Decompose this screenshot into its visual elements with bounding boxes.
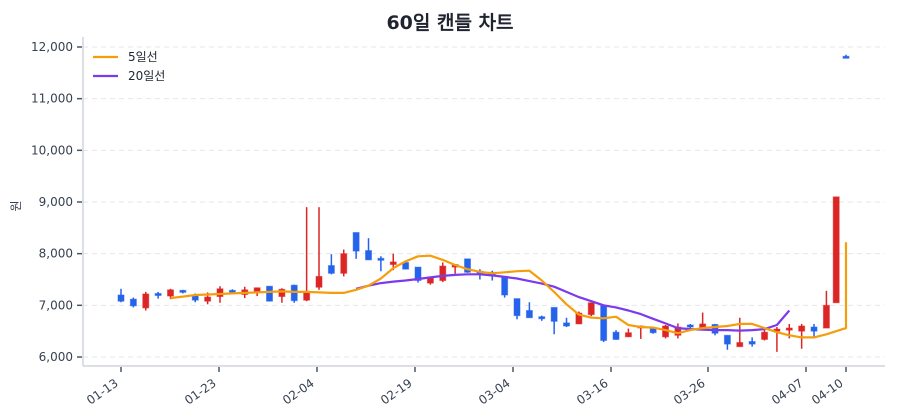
moving-average-lines [170,242,848,339]
legend: 5일선 20일선 [93,50,165,83]
candle-up [439,265,447,282]
candle-down [711,323,719,334]
candle-down [513,298,521,317]
candle-down [723,334,731,345]
candles [117,54,850,352]
y-tick-label: 6,000 [39,350,73,364]
candle-up [340,253,348,274]
y-axis-label: 원 [9,200,23,211]
candle-down [414,266,422,282]
candle-up [798,325,806,332]
candle-down [228,289,236,293]
legend-label: 20일선 [128,69,165,83]
candle-up [785,327,793,331]
candle-up [253,287,261,292]
candle-down [649,328,657,334]
candle-up [587,302,595,316]
candle-down [842,55,850,59]
candle-up [832,196,840,304]
candle-down [117,294,125,302]
candle-down [600,305,608,341]
candle-up [389,261,397,266]
candle-down [501,275,509,296]
y-tick-label: 12,000 [31,40,73,54]
x-tick-label: 03-04 [476,376,513,407]
grid-lines [83,46,885,358]
candle-up [216,288,224,298]
x-tick-label: 04-07 [769,376,806,407]
y-tick-label: 10,000 [31,143,73,157]
candle-down [154,292,162,297]
x-tick-label: 03-16 [574,376,611,407]
y-tick-label: 11,000 [31,92,73,106]
candle-up [278,288,286,298]
candle-down [365,250,373,261]
y-tick-label: 8,000 [39,247,73,261]
legend-label: 5일선 [128,50,158,64]
y-tick-label: 7,000 [39,298,73,312]
x-tick-label: 01-23 [182,376,219,407]
candle-up [142,293,150,309]
axes: 6,000 7,000 8,000 9,000 10,000 11,000 12,000 01… [31,37,885,407]
ma20-line [355,273,791,332]
candle-down [810,326,818,332]
x-tick-label: 02-19 [378,376,415,407]
candle-down [538,316,546,320]
y-axis-title: 원 [9,200,23,211]
ma5-line [170,242,848,339]
candle-up [761,331,769,340]
x-tick-label: 01-13 [84,376,121,407]
candle-down [377,257,385,261]
candle-down [179,289,187,293]
candle-up [736,342,744,348]
y-tick-label: 9,000 [39,195,73,209]
candle-down [563,322,571,327]
candle-up [624,332,632,338]
chart-title: 60일 캔들 차트 [386,12,514,34]
candle-down [550,306,558,322]
candle-up [575,312,583,325]
candle-down [748,341,756,345]
candle-down [327,265,335,274]
x-tick-label: 04-10 [809,376,846,407]
candle-down [612,331,620,340]
candle-up [822,304,830,329]
candle-up [204,296,212,302]
candle-down [525,310,533,319]
candle-up [315,275,323,288]
candle-up [167,289,175,297]
x-tick-label: 03-26 [671,376,708,407]
candle-down [266,285,274,302]
x-tick-label: 02-04 [280,376,317,407]
candle-down [686,324,694,328]
candle-down [129,298,137,307]
candle-down [352,231,360,252]
candle-down [464,258,472,273]
